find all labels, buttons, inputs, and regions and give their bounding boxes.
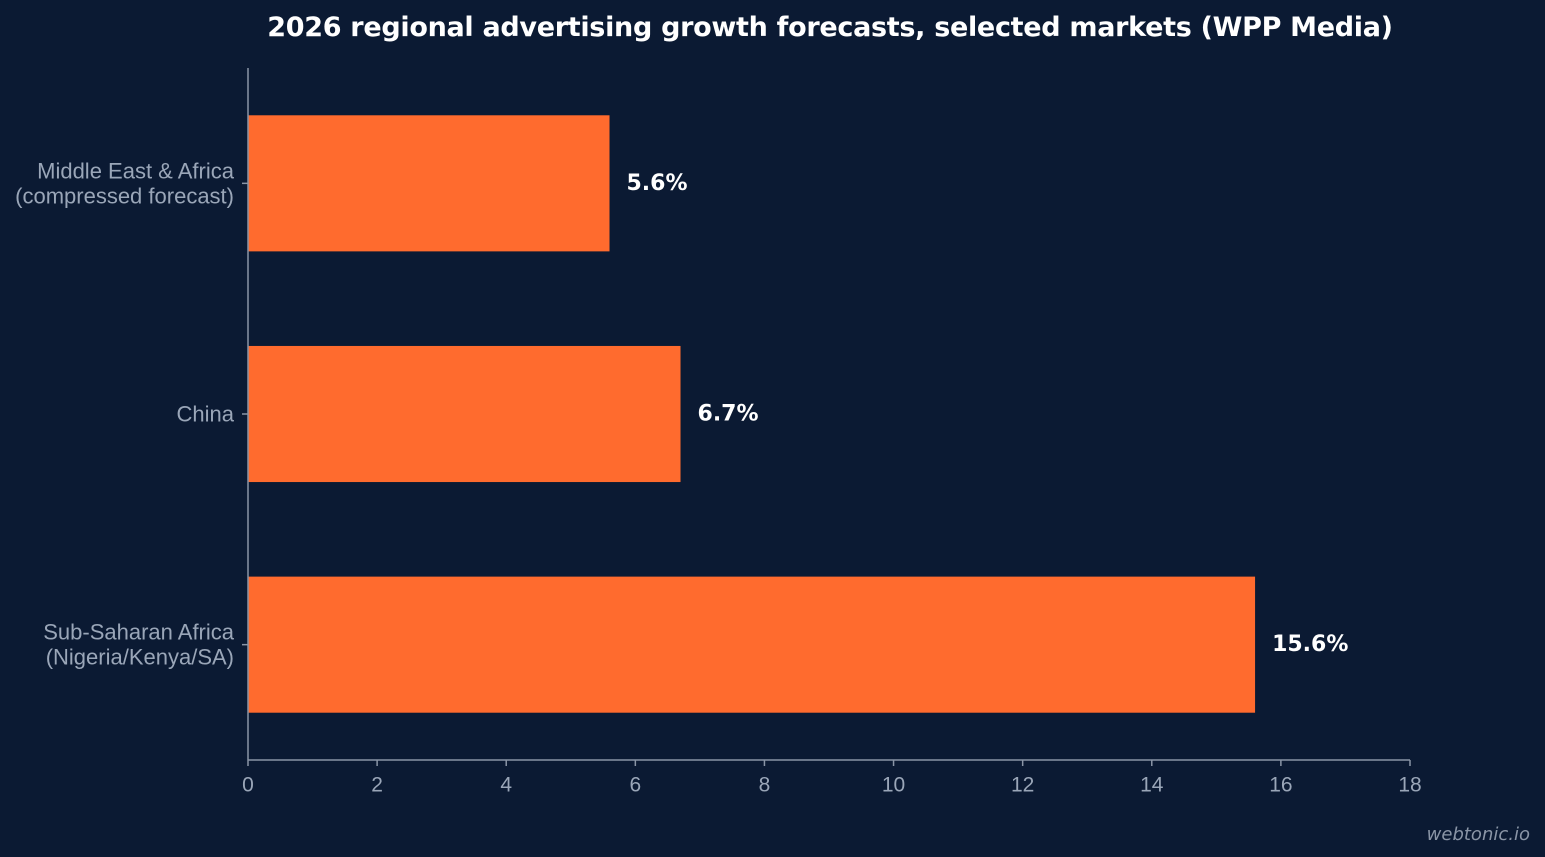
bars-layer [248,115,1256,713]
bar-2 [248,576,1256,713]
value-label-0: 5.6% [627,171,688,196]
x-tick-label-2: 4 [500,774,512,797]
category-label-2-1: (Nigeria/Kenya/SA) [46,645,234,670]
bar-0 [248,115,610,252]
x-tick-label-3: 6 [629,774,641,797]
x-tick-label-0: 0 [242,774,254,797]
x-tick-label-6: 12 [1011,774,1034,797]
axes: Middle East & Africa(compressed forecast… [15,68,1422,797]
x-tick-label-7: 14 [1140,774,1164,797]
x-tick-label-9: 18 [1398,774,1421,797]
x-tick-label-1: 2 [371,774,383,797]
value-label-2: 15.6% [1272,632,1348,657]
x-tick-label-5: 10 [882,774,905,797]
chart-title: 2026 regional advertising growth forecas… [267,12,1393,43]
bar-1 [248,345,681,483]
category-label-0-0: Middle East & Africa [37,158,235,183]
category-label-0-1: (compressed forecast) [15,183,234,208]
value-labels-layer: 5.6% 6.7% 15.6% [627,171,1349,657]
x-tick-label-8: 16 [1269,774,1292,797]
category-label-1-0: China [177,402,235,427]
category-label-2-0: Sub-Saharan Africa [43,620,235,645]
value-label-1: 6.7% [698,402,759,427]
watermark: webtonic.io [1426,824,1530,845]
x-tick-label-4: 8 [759,774,771,797]
